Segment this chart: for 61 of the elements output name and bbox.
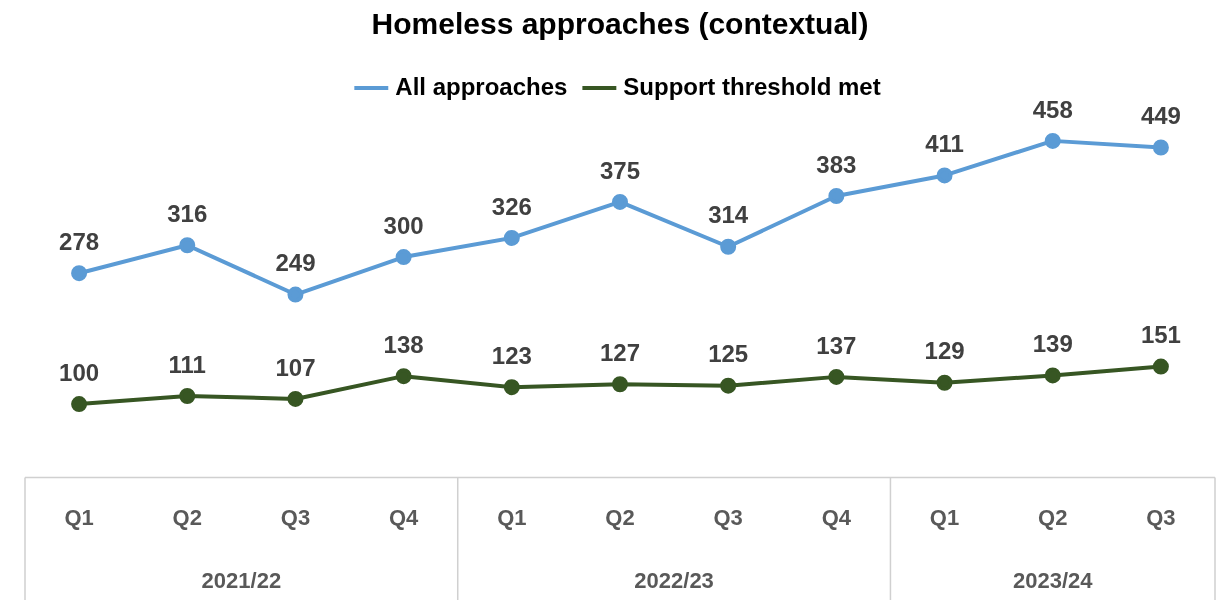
point bbox=[936, 167, 953, 184]
chart-title: Homeless approaches (contextual) bbox=[371, 7, 869, 41]
x-tick-label: Q1 bbox=[929, 504, 960, 530]
point bbox=[179, 237, 196, 254]
point bbox=[828, 368, 845, 385]
point bbox=[179, 387, 196, 404]
point bbox=[395, 249, 412, 266]
legend-label: All approaches bbox=[395, 72, 568, 100]
point bbox=[612, 376, 628, 393]
text: 2021/22 bbox=[201, 568, 282, 594]
data-label: 137 bbox=[816, 331, 857, 359]
x-tick-label: Q1 bbox=[64, 504, 94, 530]
x-tick-label: Q3 bbox=[280, 504, 311, 530]
data-label: 138 bbox=[383, 330, 424, 358]
data-label: 100 bbox=[59, 358, 100, 386]
data-label: 107 bbox=[275, 353, 316, 381]
data-label: 375 bbox=[599, 156, 641, 184]
text: 2022/23 bbox=[634, 568, 714, 594]
data-label: 151 bbox=[1140, 321, 1181, 349]
point bbox=[828, 188, 845, 205]
point bbox=[287, 286, 304, 303]
data-label: 249 bbox=[275, 249, 316, 277]
point bbox=[503, 229, 520, 246]
point bbox=[71, 265, 88, 282]
data-label: 129 bbox=[924, 337, 965, 365]
data-label: 278 bbox=[59, 227, 100, 255]
x-tick-label: Q1 bbox=[497, 504, 527, 530]
x-tick-label: Q2 bbox=[605, 504, 635, 530]
data-label: 458 bbox=[1032, 95, 1073, 123]
data-label: 123 bbox=[491, 341, 532, 369]
point bbox=[287, 390, 304, 407]
x-tick-label: Q3 bbox=[1146, 504, 1176, 530]
data-label: 449 bbox=[1140, 102, 1181, 130]
point bbox=[71, 396, 88, 413]
x-tick-label: Q2 bbox=[1038, 504, 1068, 530]
point bbox=[503, 379, 520, 396]
point bbox=[1152, 139, 1169, 156]
data-label: 383 bbox=[816, 150, 857, 178]
legend-label: Support threshold met bbox=[623, 72, 881, 100]
text: 2023/24 bbox=[1012, 568, 1094, 594]
x-tick-label: Q3 bbox=[713, 504, 743, 530]
data-label: 127 bbox=[599, 338, 641, 366]
point bbox=[395, 368, 412, 385]
data-label: 314 bbox=[708, 201, 749, 229]
data-label: 125 bbox=[708, 340, 749, 368]
data-label: 326 bbox=[491, 192, 532, 220]
data-label: 300 bbox=[383, 211, 424, 239]
point bbox=[1044, 367, 1061, 384]
point bbox=[612, 193, 628, 210]
point bbox=[1044, 132, 1061, 149]
data-label: 111 bbox=[168, 350, 206, 378]
data-label: 411 bbox=[925, 130, 964, 158]
point bbox=[1152, 358, 1169, 375]
x-tick-label: Q2 bbox=[172, 504, 202, 530]
point bbox=[936, 374, 953, 391]
point bbox=[720, 238, 737, 255]
x-tick-label: Q4 bbox=[821, 504, 852, 530]
point bbox=[720, 377, 737, 394]
data-label: 316 bbox=[167, 199, 208, 227]
data-label: 139 bbox=[1032, 330, 1073, 358]
x-tick-label: Q4 bbox=[388, 504, 420, 530]
